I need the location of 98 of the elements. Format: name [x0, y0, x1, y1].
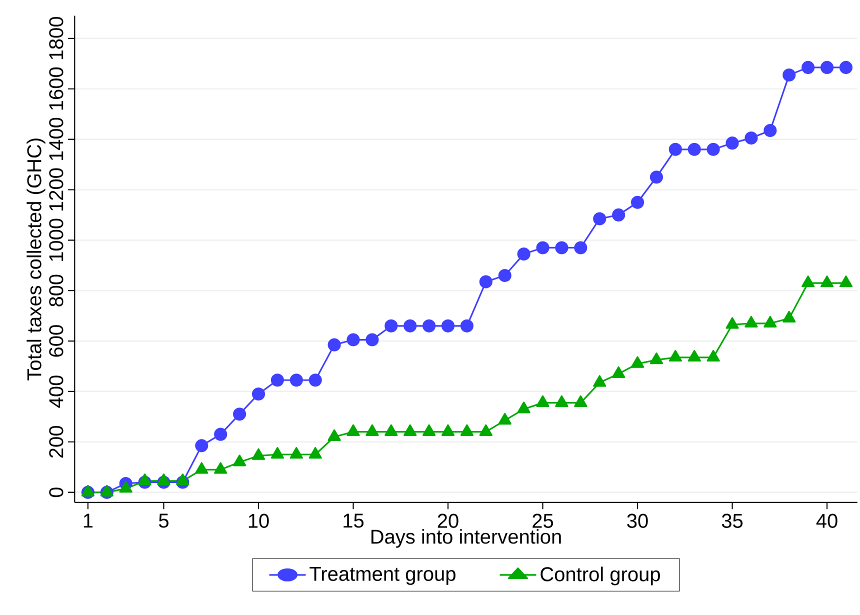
point	[536, 241, 550, 254]
point	[384, 319, 398, 332]
point	[346, 333, 360, 346]
y-axis-title: Total taxes collected (GHC)	[26, 138, 46, 380]
point	[119, 481, 132, 493]
point	[100, 484, 114, 496]
x-tick-label: 5	[158, 514, 168, 528]
point	[782, 310, 796, 322]
y-tick-label: 1200	[49, 168, 64, 210]
y-tick-label: 400	[49, 376, 64, 408]
x-tick-label: 20	[438, 514, 458, 528]
x-tick-label: 1	[84, 514, 93, 528]
point	[574, 395, 588, 407]
point	[555, 241, 568, 254]
point	[612, 366, 626, 378]
point	[157, 474, 170, 486]
point	[668, 142, 682, 156]
legend-label: Treatment group	[310, 567, 456, 585]
point	[441, 424, 455, 436]
x-tick-label: 15	[344, 514, 364, 528]
point	[782, 68, 796, 82]
point	[706, 350, 720, 362]
legend-label: Control group	[540, 566, 660, 586]
x-tick-label: 30	[627, 514, 648, 528]
point	[498, 413, 512, 425]
point	[593, 375, 606, 387]
point	[195, 462, 208, 474]
point	[630, 356, 644, 368]
point	[346, 424, 360, 436]
point	[270, 374, 284, 387]
y-tick-label: 0	[49, 488, 64, 498]
point	[270, 447, 284, 459]
x-axis-title: Days into intervention	[371, 529, 561, 548]
x-tick-label: 35	[722, 514, 743, 528]
y-tick-label: 1000	[49, 218, 64, 261]
point	[706, 142, 720, 156]
point	[252, 448, 266, 460]
point	[764, 316, 777, 328]
point	[252, 387, 266, 401]
point	[308, 447, 322, 459]
point	[726, 317, 739, 329]
x-tick-label: 40	[816, 514, 838, 528]
point	[593, 212, 606, 226]
point	[384, 424, 398, 436]
x-tick-label: 10	[248, 514, 269, 528]
point	[839, 60, 853, 74]
point	[688, 350, 701, 362]
point	[479, 424, 492, 436]
point	[820, 276, 834, 288]
point	[366, 424, 379, 436]
point	[404, 319, 417, 332]
point	[574, 241, 588, 254]
point	[839, 276, 853, 288]
point	[744, 132, 758, 145]
y-tick-label: 600	[49, 325, 64, 357]
point	[366, 333, 379, 346]
point	[630, 196, 644, 209]
point	[726, 136, 739, 150]
point	[214, 462, 228, 474]
point	[233, 408, 246, 421]
point	[650, 352, 664, 364]
point	[308, 374, 322, 387]
point	[801, 276, 815, 288]
point	[328, 338, 341, 352]
point	[517, 402, 530, 414]
point	[460, 424, 474, 436]
point	[498, 268, 512, 282]
point	[290, 447, 303, 459]
point	[650, 170, 663, 184]
point	[441, 319, 455, 332]
point	[479, 275, 492, 288]
y-tick-label: 1600	[49, 67, 64, 110]
point	[422, 424, 436, 436]
point	[290, 374, 303, 387]
point	[744, 316, 758, 328]
point	[328, 429, 341, 441]
point	[764, 124, 777, 138]
y-tick-label: 200	[49, 426, 64, 458]
x-tick-label: 25	[532, 514, 554, 528]
point	[612, 208, 626, 222]
point	[460, 319, 474, 332]
point	[176, 474, 190, 486]
point	[668, 350, 682, 362]
point	[232, 454, 246, 466]
y-tick-label: 800	[49, 274, 64, 306]
point	[555, 395, 568, 407]
point	[214, 428, 228, 441]
point	[422, 319, 436, 332]
point	[517, 248, 530, 261]
point	[404, 424, 417, 436]
y-tick-label: 1400	[49, 118, 64, 160]
point	[536, 395, 550, 407]
point	[81, 484, 95, 496]
point	[688, 142, 701, 156]
point	[802, 60, 815, 74]
point	[138, 474, 152, 486]
y-tick-label: 1800	[49, 17, 64, 60]
point	[820, 60, 834, 74]
